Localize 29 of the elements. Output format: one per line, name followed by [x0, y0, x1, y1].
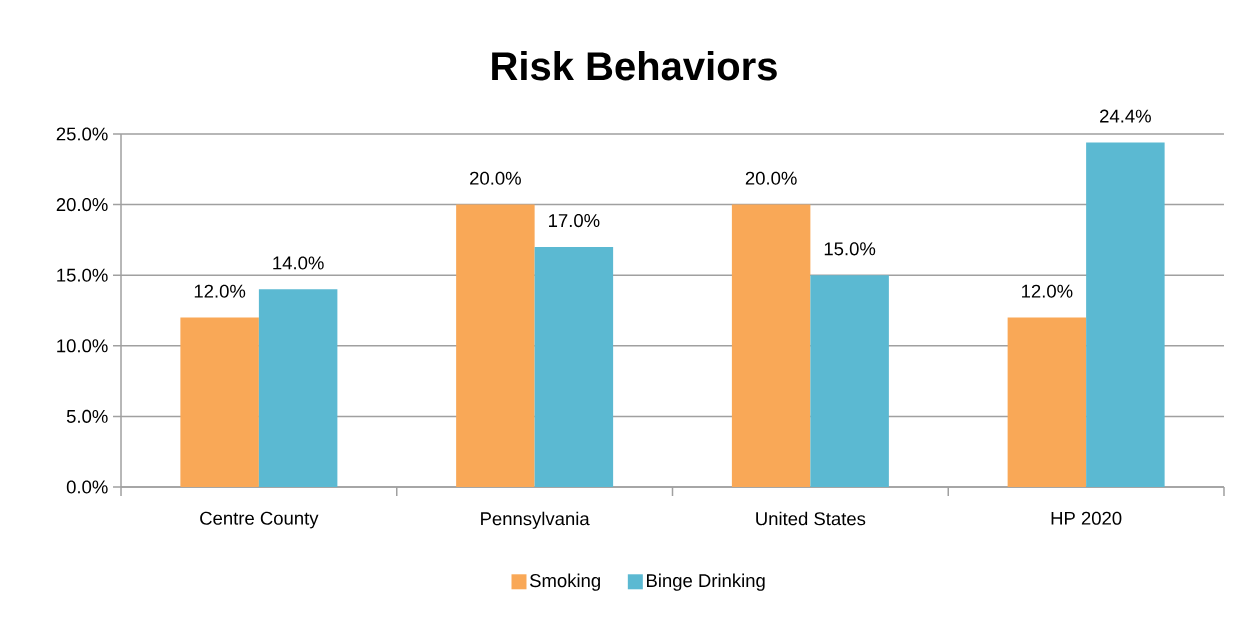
data-label: 15.0%: [824, 242, 876, 256]
data-label: 14.0%: [273, 256, 324, 270]
bar: [1007, 317, 1087, 487]
data-label: 24.4%: [1100, 109, 1151, 123]
bar: [258, 289, 338, 487]
x-tick-label: Pennsylvania: [481, 511, 590, 529]
x-tick-label: HP 2020: [1051, 511, 1122, 525]
x-tick-label: United States: [756, 511, 866, 526]
data-label: 12.0%: [1022, 284, 1073, 298]
data-label: 20.0%: [745, 171, 797, 185]
bar: [456, 204, 535, 487]
legend-label: Binge Drinking: [647, 573, 765, 591]
legend-label: Smoking: [529, 573, 600, 591]
x-tick-label: Centre County: [200, 511, 319, 529]
y-tick-label: 25.0%: [56, 127, 108, 141]
data-label: 17.0%: [549, 214, 600, 228]
bar: [731, 204, 811, 487]
y-tick-label: 15.0%: [57, 268, 108, 282]
bar: [534, 246, 614, 487]
data-label: 12.0%: [194, 284, 246, 298]
chart-title: Risk Behaviors: [492, 51, 777, 81]
y-tick-label: 5.0%: [66, 409, 108, 423]
y-tick-label: 10.0%: [57, 339, 108, 353]
y-tick-label: 0.0%: [66, 480, 108, 494]
y-tick-label: 20.0%: [56, 198, 108, 212]
bar: [180, 317, 259, 487]
data-label: 20.0%: [470, 171, 521, 185]
bar: [810, 275, 889, 487]
bar: [1086, 142, 1165, 487]
